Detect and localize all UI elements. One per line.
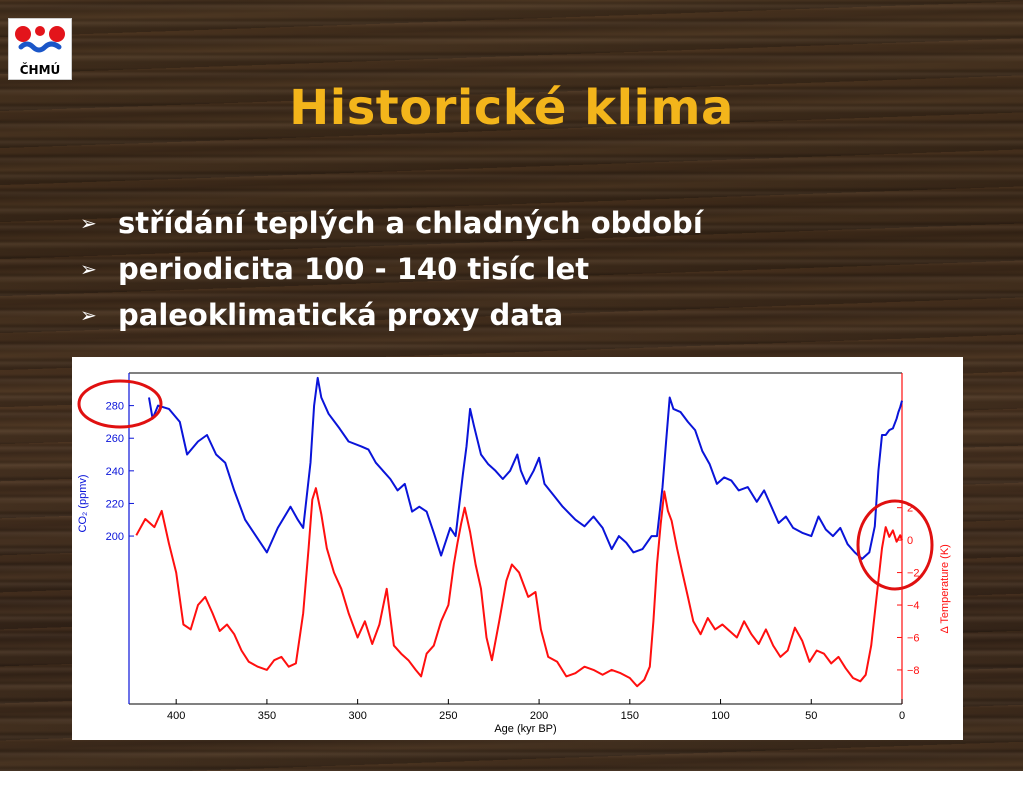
logo-text: ČHMÚ bbox=[19, 63, 61, 77]
x-tick-label: 150 bbox=[621, 710, 639, 722]
co2-tick-label: 280 bbox=[106, 401, 124, 413]
bullet-item: ➢ střídání teplých a chladných období bbox=[78, 200, 703, 246]
temperature-series-line bbox=[135, 487, 903, 688]
bullet-text: paleoklimatická proxy data bbox=[118, 298, 564, 332]
x-tick-label: 300 bbox=[348, 710, 366, 722]
temperature-axis-label: Δ Temperature (K) bbox=[939, 544, 951, 633]
bullet-text: periodicita 100 - 140 tisíc let bbox=[118, 252, 590, 286]
arrowhead-bullet-icon: ➢ bbox=[80, 257, 97, 281]
x-axis-label: Age (kyr BP) bbox=[494, 723, 556, 735]
bullet-item: ➢ paleoklimatická proxy data bbox=[78, 292, 703, 338]
co2-series-line bbox=[148, 376, 903, 560]
temperature-tick-label: 2 bbox=[907, 503, 913, 515]
x-tick-label: 0 bbox=[899, 710, 905, 722]
temperature-tick-label: −8 bbox=[907, 665, 920, 677]
recent-temperature-highlight-circle bbox=[856, 499, 934, 591]
bullet-item: ➢ periodicita 100 - 140 tisíc let bbox=[78, 246, 703, 292]
x-tick-label: 200 bbox=[530, 710, 548, 722]
arrowhead-bullet-icon: ➢ bbox=[80, 303, 97, 327]
temperature-tick-label: 0 bbox=[907, 535, 913, 547]
co2-280-highlight-circle bbox=[77, 379, 163, 429]
x-tick-label: 100 bbox=[711, 710, 729, 722]
x-tick-label: 350 bbox=[258, 710, 276, 722]
temperature-tick-label: −2 bbox=[907, 568, 920, 580]
temperature-tick-label: −4 bbox=[907, 600, 920, 612]
paleoclimate-chart: 400 350 300 250 200 150 100 50 0 Age (kyr BP) 200 2… bbox=[72, 357, 963, 740]
bullet-list: ➢ střídání teplých a chladných období ➢ pe… bbox=[78, 200, 703, 338]
x-tick-label: 50 bbox=[805, 710, 817, 722]
co2-tick-label: 200 bbox=[106, 531, 124, 543]
arrowhead-bullet-icon: ➢ bbox=[80, 211, 97, 235]
x-tick-label: 250 bbox=[439, 710, 457, 722]
bullet-text: střídání teplých a chladných období bbox=[118, 206, 703, 240]
bottom-band bbox=[0, 771, 1023, 786]
co2-tick-label: 260 bbox=[106, 433, 124, 445]
temperature-tick-label: −6 bbox=[907, 632, 920, 644]
page-title: Historické klima bbox=[289, 80, 734, 136]
chmu-logo-mark-icon bbox=[15, 26, 65, 53]
x-tick-label: 400 bbox=[167, 710, 185, 722]
co2-tick-label: 220 bbox=[106, 498, 124, 510]
co2-tick-label: 240 bbox=[106, 466, 124, 478]
chmu-logo: ČHMÚ bbox=[8, 18, 72, 80]
co2-axis-label: CO₂ (ppmv) bbox=[77, 474, 89, 532]
